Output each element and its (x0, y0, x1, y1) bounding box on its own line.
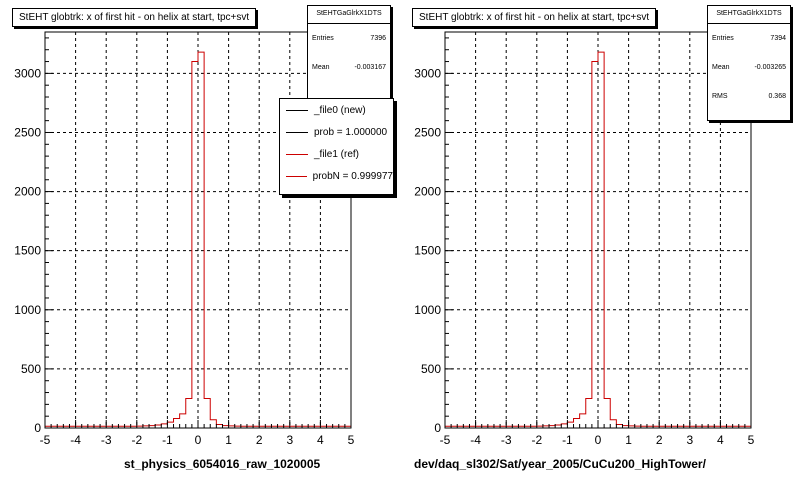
left-x-tick-label: -5 (40, 433, 51, 447)
right-stats-name: StEHTGaGlrkX1DTS (708, 6, 790, 24)
right-x-tick-label: -4 (470, 433, 481, 447)
right-stats-mean-label: Mean (712, 64, 730, 71)
left-stats-mean-row: Mean -0.003167 (308, 53, 390, 82)
right-y-tick-label: 1500 (414, 244, 441, 258)
legend-label: probN = 0.999977 (312, 170, 393, 182)
left-x-tick-label: 0 (195, 433, 202, 447)
right-plot-title-text: StEHT globtrk: x of first hit - on helix… (419, 12, 650, 23)
right-y-tick-label: 1000 (414, 303, 441, 317)
right-stats-mean-value: -0.003265 (754, 64, 786, 71)
right-stats-mean-row: Mean -0.003265 (708, 53, 790, 82)
left-x-tick-label: 1 (225, 433, 232, 447)
right-plot-title: StEHT globtrk: x of first hit - on helix… (412, 8, 657, 27)
right-stats-entries-row: Entries 7394 (708, 24, 790, 53)
legend-label: _file0 (new) (314, 104, 366, 116)
legend-swatch (286, 175, 307, 177)
right-x-tick-label: -3 (501, 433, 512, 447)
left-histogram-line (44, 51, 352, 428)
right-x-tick-label: 5 (748, 433, 755, 447)
left-stats-box: StEHTGaGlrkX1DTS Entries 7396 Mean -0.00… (307, 5, 391, 107)
right-stats-rms-row: RMS 0.368 (708, 82, 790, 111)
left-legend: _file0 (new) prob = 1.000000 _file1 (ref… (279, 98, 394, 195)
left-y-tick-label: 1500 (14, 244, 41, 258)
right-x-tick-label: 1 (625, 433, 632, 447)
left-plot-title-text: StEHT globtrk: x of first hit - on helix… (19, 12, 250, 23)
left-stats-entries-value: 7396 (370, 35, 386, 42)
left-x-tick-label: 5 (348, 433, 355, 447)
legend-swatch (286, 109, 308, 111)
right-stats-entries-value: 7394 (770, 35, 786, 42)
right-x-tick-label: -1 (562, 433, 573, 447)
legend-item-file1: _file1 (ref) (280, 143, 393, 165)
legend-item-prob: prob = 1.000000 (280, 121, 393, 143)
right-stats-rms-value: 0.368 (768, 93, 786, 100)
right-x-tick-label: 4 (717, 433, 724, 447)
right-x-tick-label: 3 (686, 433, 693, 447)
left-stats-mean-label: Mean (312, 64, 330, 71)
right-stats-box: StEHTGaGlrkX1DTS Entries 7394 Mean -0.00… (707, 5, 791, 121)
right-stats-rms-label: RMS (712, 93, 728, 100)
left-x-tick-label: -3 (101, 433, 112, 447)
right-x-tick-label: -5 (440, 433, 451, 447)
left-x-tick-label: -2 (131, 433, 142, 447)
left-y-tick-label: 1000 (14, 303, 41, 317)
left-plot-title: StEHT globtrk: x of first hit - on helix… (12, 8, 257, 27)
right-stats-entries-label: Entries (712, 35, 734, 42)
right-x-tick-label: -2 (531, 433, 542, 447)
left-stats-mean-value: -0.003167 (354, 64, 386, 71)
right-y-tick-label: 2500 (414, 125, 441, 139)
left-y-tick-label: 2500 (14, 125, 41, 139)
left-stats-entries-label: Entries (312, 35, 334, 42)
right-histogram-line (444, 51, 752, 428)
legend-item-probn: probN = 0.999977 (280, 165, 393, 187)
legend-swatch (286, 153, 308, 155)
left-y-tick-label: 0 (34, 421, 41, 435)
left-y-tick-label: 3000 (14, 66, 41, 80)
right-y-tick-label: 0 (434, 421, 441, 435)
legend-swatch (286, 131, 308, 133)
right-y-tick-label: 3000 (414, 66, 441, 80)
right-y-tick-label: 500 (421, 362, 441, 376)
right-x-tick-label: 2 (656, 433, 663, 447)
left-y-tick-label: 500 (21, 362, 41, 376)
legend-item-file0: _file0 (new) (280, 99, 393, 121)
left-x-tick-label: -1 (162, 433, 173, 447)
left-x-tick-label: 3 (286, 433, 293, 447)
legend-label: _file1 (ref) (314, 148, 360, 160)
legend-label: prob = 1.000000 (314, 126, 388, 138)
left-stats-entries-row: Entries 7396 (308, 24, 390, 53)
right-x-axis-label: dev/daq_sl302/Sat/year_2005/CuCu200_High… (414, 457, 706, 471)
left-x-tick-label: 2 (256, 433, 263, 447)
left-y-tick-label: 2000 (14, 185, 41, 199)
right-x-tick-label: 0 (595, 433, 602, 447)
left-x-tick-label: 4 (317, 433, 324, 447)
right-y-tick-label: 2000 (414, 185, 441, 199)
left-x-tick-label: -4 (70, 433, 81, 447)
left-stats-name: StEHTGaGlrkX1DTS (308, 6, 390, 24)
left-x-axis-label: st_physics_6054016_raw_1020005 (124, 457, 321, 471)
